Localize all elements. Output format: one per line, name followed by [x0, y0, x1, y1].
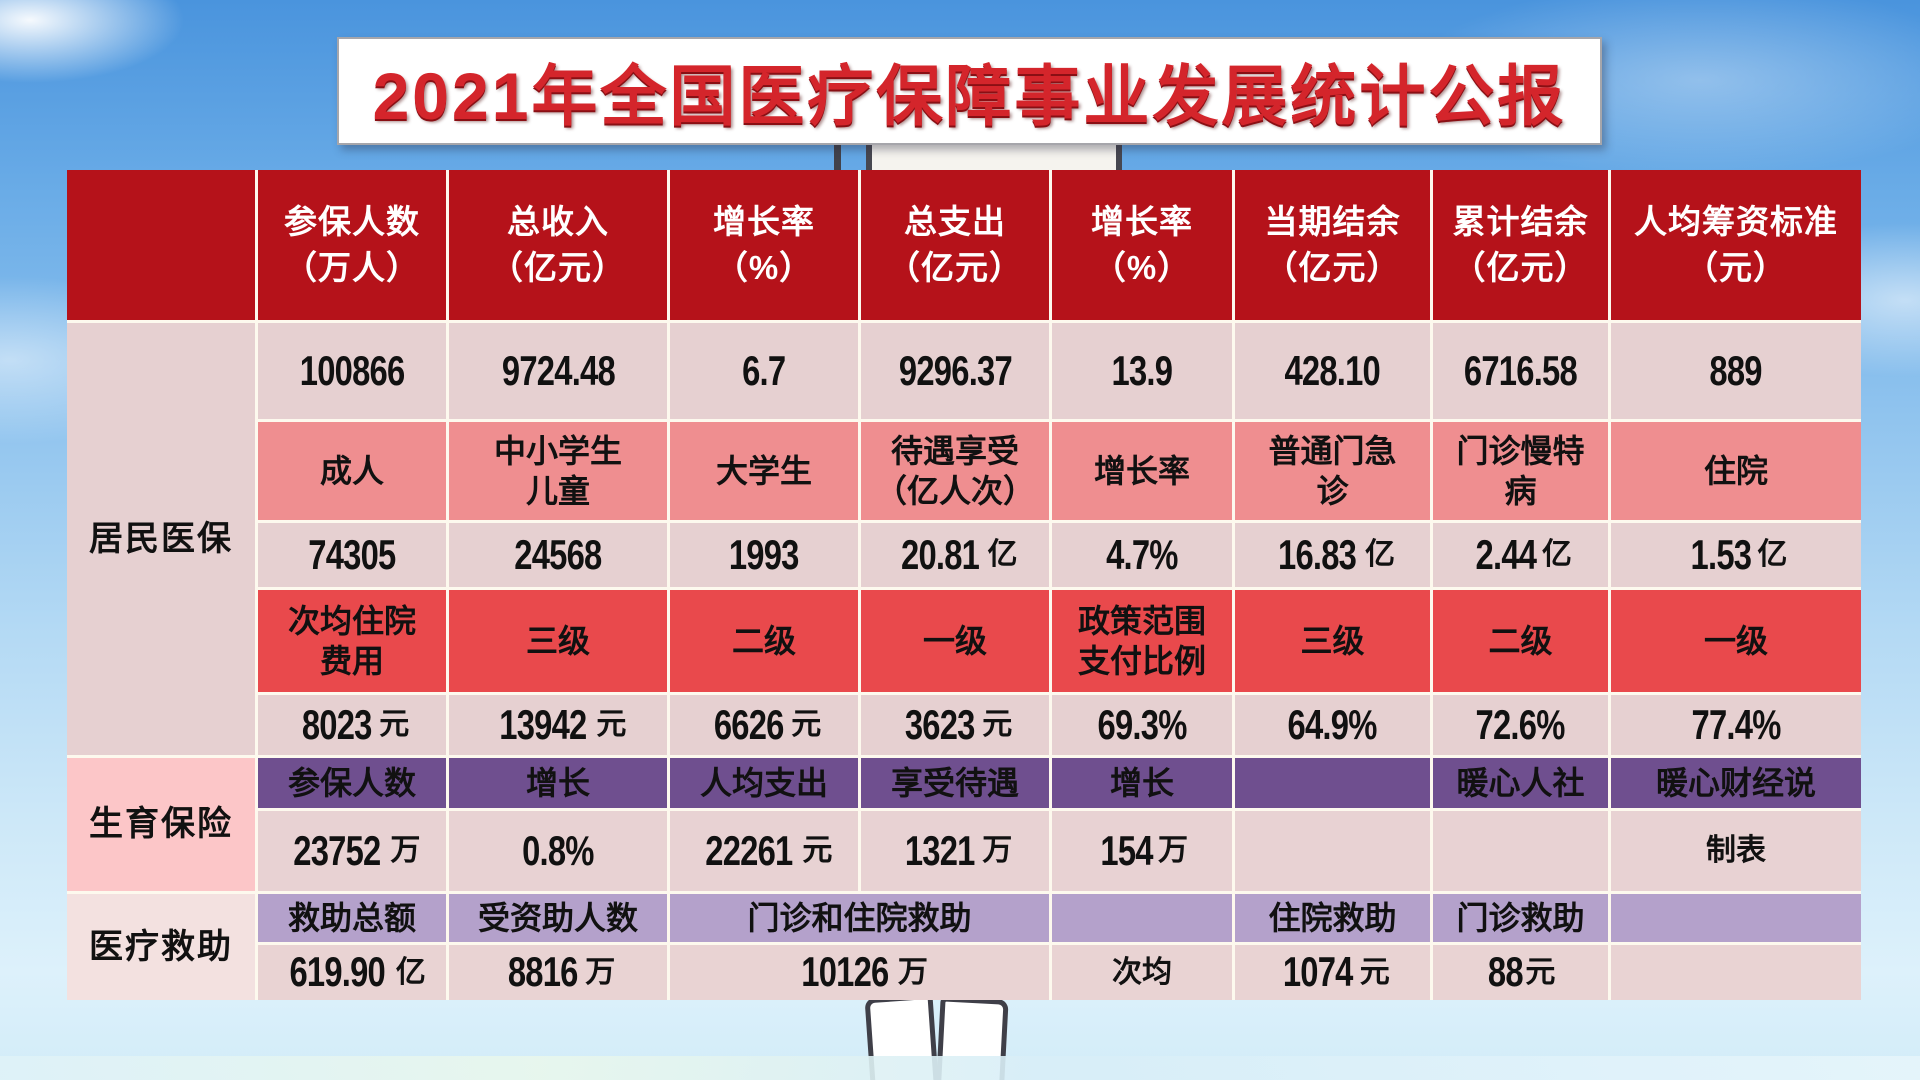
title-banner: 2021年全国医疗保障事业发展统计公报 [337, 37, 1602, 145]
data-cell: 6716.58 [1433, 323, 1608, 419]
data-cell: 暖心财经说 [1611, 758, 1861, 808]
data-cell: 次均 [1052, 945, 1232, 1000]
data-cell [1611, 894, 1861, 942]
data-cell: 88 元 [1433, 945, 1608, 1000]
data-cell: 8023 元 [258, 695, 446, 755]
data-cell: 10126 万 [670, 945, 1049, 1000]
data-cell: 1321 万 [861, 811, 1049, 891]
data-cell: 428.10 [1235, 323, 1430, 419]
data-cell: 增长 [1052, 758, 1232, 808]
data-cell: 增长率 [1052, 422, 1232, 520]
data-cell: 成人 [258, 422, 446, 520]
data-cell: 住院救助 [1235, 894, 1430, 942]
data-cell: 0.8% [449, 811, 667, 891]
section-label-0: 居民医保 [67, 323, 255, 755]
data-cell: 中小学生 儿童 [449, 422, 667, 520]
header-cell: 增长率 （%） [1052, 170, 1232, 320]
data-cell: 次均住院 费用 [258, 590, 446, 692]
data-cell: 889 [1611, 323, 1861, 419]
section-label-1: 生育保险 [67, 758, 255, 891]
data-cell: 人均支出 [670, 758, 858, 808]
data-cell: 受资助人数 [449, 894, 667, 942]
data-cell [1235, 811, 1430, 891]
data-cell: 门诊和住院救助 [670, 894, 1049, 942]
data-cell: 154 万 [1052, 811, 1232, 891]
data-cell: 13.9 [1052, 323, 1232, 419]
data-cell: 8816 万 [449, 945, 667, 1000]
data-cell: 暖心人社 [1433, 758, 1608, 808]
ground-strip [0, 1056, 1920, 1080]
data-cell: 64.9% [1235, 695, 1430, 755]
data-cell: 72.6% [1433, 695, 1608, 755]
data-cell: 大学生 [670, 422, 858, 520]
header-cell: 参保人数 （万人） [258, 170, 446, 320]
data-cell: 3623 元 [861, 695, 1049, 755]
data-cell: 三级 [1235, 590, 1430, 692]
header-cell: 人均筹资标准 （元） [1611, 170, 1861, 320]
header-corner-cell [67, 170, 255, 320]
data-cell: 住院 [1611, 422, 1861, 520]
data-cell: 1074 元 [1235, 945, 1430, 1000]
data-cell: 6626 元 [670, 695, 858, 755]
page-title: 2021年全国医疗保障事业发展统计公报 [372, 59, 1567, 133]
data-cell: 23752 万 [258, 811, 446, 891]
data-cell: 6.7 [670, 323, 858, 419]
header-cell: 总支出 （亿元） [861, 170, 1049, 320]
data-cell: 24568 [449, 523, 667, 587]
data-cell: 二级 [670, 590, 858, 692]
data-cell: 74305 [258, 523, 446, 587]
header-cell: 累计结余 （亿元） [1433, 170, 1608, 320]
data-cell [1235, 758, 1430, 808]
data-cell: 增长 [449, 758, 667, 808]
data-cell: 619.90 亿 [258, 945, 446, 1000]
data-cell: 4.7% [1052, 523, 1232, 587]
data-cell: 22261 元 [670, 811, 858, 891]
data-cell: 一级 [1611, 590, 1861, 692]
sign-pole [834, 130, 841, 178]
data-cell [1433, 811, 1608, 891]
data-cell: 门诊慢特 病 [1433, 422, 1608, 520]
data-cell: 77.4% [1611, 695, 1861, 755]
header-cell: 增长率 （%） [670, 170, 858, 320]
data-cell: 一级 [861, 590, 1049, 692]
data-cell: 门诊救助 [1433, 894, 1608, 942]
data-cell: 9724.48 [449, 323, 667, 419]
data-cell: 享受待遇 [861, 758, 1049, 808]
data-cell: 20.81 亿 [861, 523, 1049, 587]
data-cell: 9296.37 [861, 323, 1049, 419]
data-cell: 制表 [1611, 811, 1861, 891]
data-cell: 1993 [670, 523, 858, 587]
header-cell: 当期结余 （亿元） [1235, 170, 1430, 320]
data-cell [1611, 945, 1861, 1000]
data-cell: 三级 [449, 590, 667, 692]
data-cell: 救助总额 [258, 894, 446, 942]
data-cell: 69.3% [1052, 695, 1232, 755]
data-cell: 100866 [258, 323, 446, 419]
data-cell: 待遇享受 （亿人次） [861, 422, 1049, 520]
data-cell [1052, 894, 1232, 942]
section-label-2: 医疗救助 [67, 894, 255, 1000]
data-cell: 政策范围 支付比例 [1052, 590, 1232, 692]
header-cell: 总收入 （亿元） [449, 170, 667, 320]
data-cell: 二级 [1433, 590, 1608, 692]
statistics-table: 参保人数 （万人） 总收入 （亿元） 增长率 （%） 总支出 （亿元） 增长率 （%）当… [67, 170, 1861, 1000]
data-cell: 16.83 亿 [1235, 523, 1430, 587]
data-cell: 2.44 亿 [1433, 523, 1608, 587]
data-cell: 普通门急 诊 [1235, 422, 1430, 520]
data-cell: 参保人数 [258, 758, 446, 808]
data-cell: 1.53 亿 [1611, 523, 1861, 587]
data-cell: 13942 元 [449, 695, 667, 755]
